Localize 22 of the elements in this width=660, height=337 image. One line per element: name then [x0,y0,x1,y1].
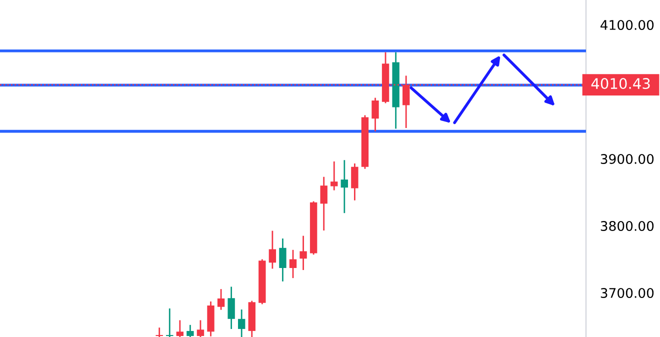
candlestick [166,308,174,337]
candlestick [176,320,184,337]
candlestick [238,310,246,337]
candlestick [217,289,225,310]
candlestick [372,98,379,132]
candlestick [320,176,328,230]
ref-line-label: 4010.43 [591,78,650,90]
candlestick [228,286,235,329]
candlestick [289,250,297,278]
candlestick [186,324,194,337]
candlestick [156,328,163,337]
candlestick [300,236,307,270]
y-tick-label: 3800.00 [600,221,654,231]
candlestick [330,161,338,190]
candlestick [279,238,286,282]
candlestick [268,230,276,269]
y-tick-label: 3900.00 [600,154,654,164]
candlestick [340,160,348,214]
y-tick-label: 4100.00 [600,20,654,30]
candlestick [351,163,358,200]
y-tick-label: 3700.00 [600,288,654,298]
candlestick [196,320,204,337]
